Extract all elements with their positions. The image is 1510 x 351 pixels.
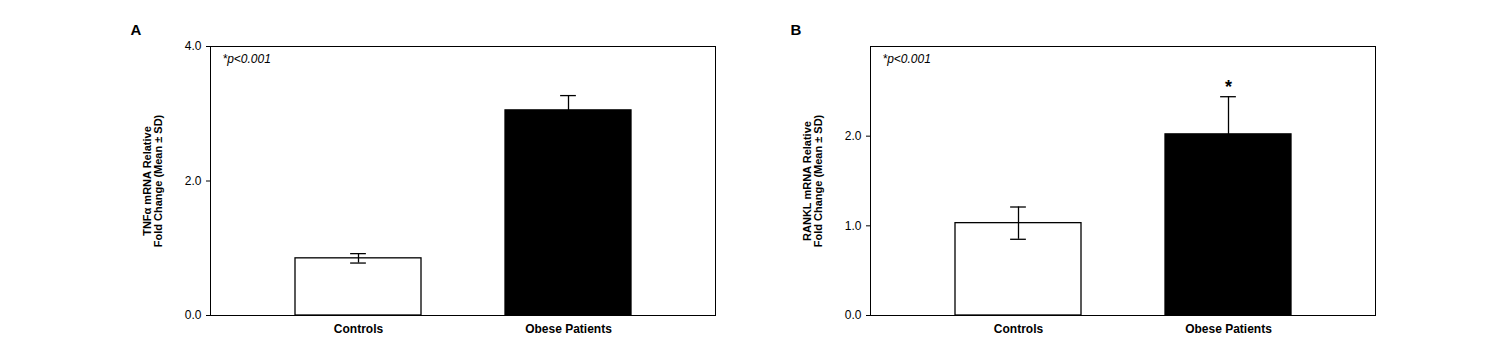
svg-text:1.0: 1.0 [845,219,862,233]
svg-text:0.0: 0.0 [185,308,202,322]
svg-text:A: A [131,21,142,38]
svg-text:4.0: 4.0 [185,39,202,53]
svg-text:0.0: 0.0 [845,308,862,322]
svg-text:Obese Patients: Obese Patients [525,322,612,336]
svg-text:Controls: Controls [994,322,1044,336]
svg-text:Obese Patients: Obese Patients [1185,322,1272,336]
svg-text:RANKL mRNA RelativeFold Change: RANKL mRNA RelativeFold Change (Mean ± S… [801,114,824,247]
svg-text:Controls: Controls [334,322,384,336]
svg-text:*p<0.001: *p<0.001 [223,52,271,66]
svg-text:B: B [791,21,802,38]
svg-text:2.0: 2.0 [185,174,202,188]
svg-text:2.0: 2.0 [845,129,862,143]
svg-text:TNFα mRNA RelativeFold Change: TNFα mRNA RelativeFold Change (Mean ± SD… [141,114,164,247]
svg-text:*: * [1225,77,1232,97]
svg-text:*p<0.001: *p<0.001 [883,52,931,66]
